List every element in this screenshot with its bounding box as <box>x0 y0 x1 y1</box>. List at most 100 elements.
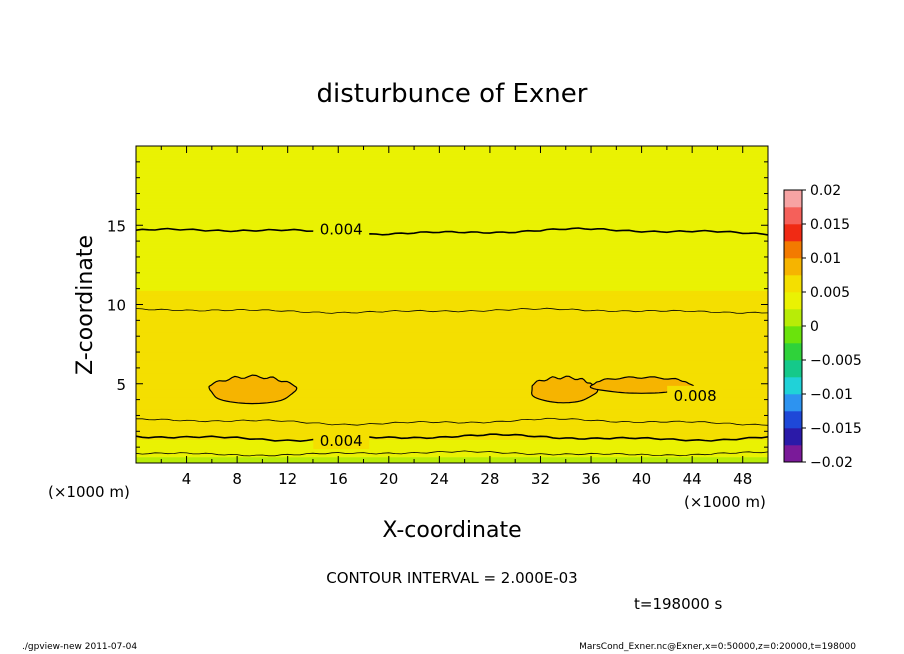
field-band <box>136 461 768 463</box>
plot-area <box>136 146 768 463</box>
colorbar-swatch <box>784 207 802 225</box>
field-band <box>136 176 768 179</box>
field-band <box>136 423 768 426</box>
field-band <box>136 250 768 253</box>
colorbar-swatch <box>784 258 802 276</box>
field-band <box>136 285 768 288</box>
field-band <box>136 448 768 451</box>
field-band <box>136 409 768 412</box>
field-band <box>136 426 768 429</box>
field-band <box>136 428 768 431</box>
field-band <box>136 378 768 382</box>
field-band <box>136 307 768 310</box>
colorbar-swatch <box>784 394 802 412</box>
colorbar-labels: 0.02 0.015 0.01 0.005 0 −0.005 −0.01 −0.015 −0.0… <box>802 183 862 471</box>
contour-line <box>136 307 768 314</box>
field-band <box>136 412 768 415</box>
field-band <box>136 348 768 352</box>
contour-label-bg <box>313 431 370 450</box>
field-band <box>136 294 768 298</box>
field-band <box>136 277 768 280</box>
contour-line <box>136 433 768 443</box>
field-band <box>136 350 768 353</box>
field-band <box>136 165 768 168</box>
field-band <box>136 196 768 199</box>
field-band <box>136 158 768 161</box>
colorbar-label: −0.005 <box>810 353 862 369</box>
field-band <box>136 242 768 245</box>
colorbar-swatch <box>784 275 802 293</box>
field-band <box>136 336 768 339</box>
field-band <box>136 410 768 413</box>
field-band <box>136 195 768 198</box>
field-band <box>136 172 768 176</box>
field-band <box>136 424 768 428</box>
field-band <box>136 239 768 242</box>
field-band <box>136 280 768 283</box>
field-band <box>136 261 768 264</box>
field-band <box>136 255 768 258</box>
field-band <box>136 168 768 171</box>
colorbar-swatch <box>784 241 802 259</box>
field-band <box>136 160 768 163</box>
field-band <box>136 287 768 290</box>
x-tick-label: 20 <box>379 470 398 488</box>
x-tick-label: 8 <box>232 470 242 488</box>
colorbar-swatch <box>784 309 802 327</box>
field-band <box>136 334 768 337</box>
x-tick-label: 24 <box>430 470 449 488</box>
field-band <box>136 366 768 369</box>
y-tick-label: 5 <box>116 376 126 394</box>
field-band <box>136 296 768 299</box>
field-band <box>136 359 768 363</box>
field-band <box>136 417 768 420</box>
field-band <box>136 437 768 440</box>
field-band <box>136 326 768 329</box>
colorbar-label: 0.01 <box>810 251 841 267</box>
field-band <box>136 279 768 282</box>
colorbar-swatch <box>784 224 802 242</box>
field-band <box>136 269 768 272</box>
field-band <box>136 204 768 207</box>
field-band <box>136 342 768 345</box>
field-band <box>136 218 768 222</box>
field-band <box>136 456 768 459</box>
field-band <box>136 253 768 256</box>
colorbar-label: 0.015 <box>810 217 850 233</box>
field-band <box>136 394 768 398</box>
contour-line <box>136 227 768 236</box>
field-band <box>136 345 768 348</box>
field-band <box>136 401 768 404</box>
contour-lines <box>136 227 768 457</box>
field-band <box>136 453 768 456</box>
field-band <box>136 226 768 230</box>
field-band <box>136 275 768 279</box>
field-band <box>136 383 768 386</box>
field-band <box>136 447 768 450</box>
field-band <box>136 166 768 169</box>
field-band <box>136 225 768 228</box>
x-tick-label: 32 <box>531 470 550 488</box>
field-band <box>136 309 768 312</box>
field-band <box>136 171 768 174</box>
field-band <box>136 339 768 342</box>
field-band <box>136 333 768 336</box>
field-band <box>136 198 768 201</box>
contour-label-bg <box>313 219 370 238</box>
field-band <box>136 451 768 455</box>
field-band <box>136 404 768 407</box>
field-band <box>136 207 768 210</box>
colorbar-swatch <box>784 411 802 429</box>
field-band <box>136 390 768 393</box>
field-band <box>136 222 768 225</box>
field-band <box>136 369 768 372</box>
colorbar-label: −0.02 <box>810 455 853 471</box>
field-band <box>136 147 768 150</box>
field-band <box>136 304 768 307</box>
colorbar-swatch <box>784 190 802 208</box>
field-band <box>136 361 768 364</box>
field-band <box>136 157 768 160</box>
field-band <box>136 413 768 417</box>
field-band <box>136 260 768 263</box>
y-tick-label: 10 <box>107 297 126 315</box>
